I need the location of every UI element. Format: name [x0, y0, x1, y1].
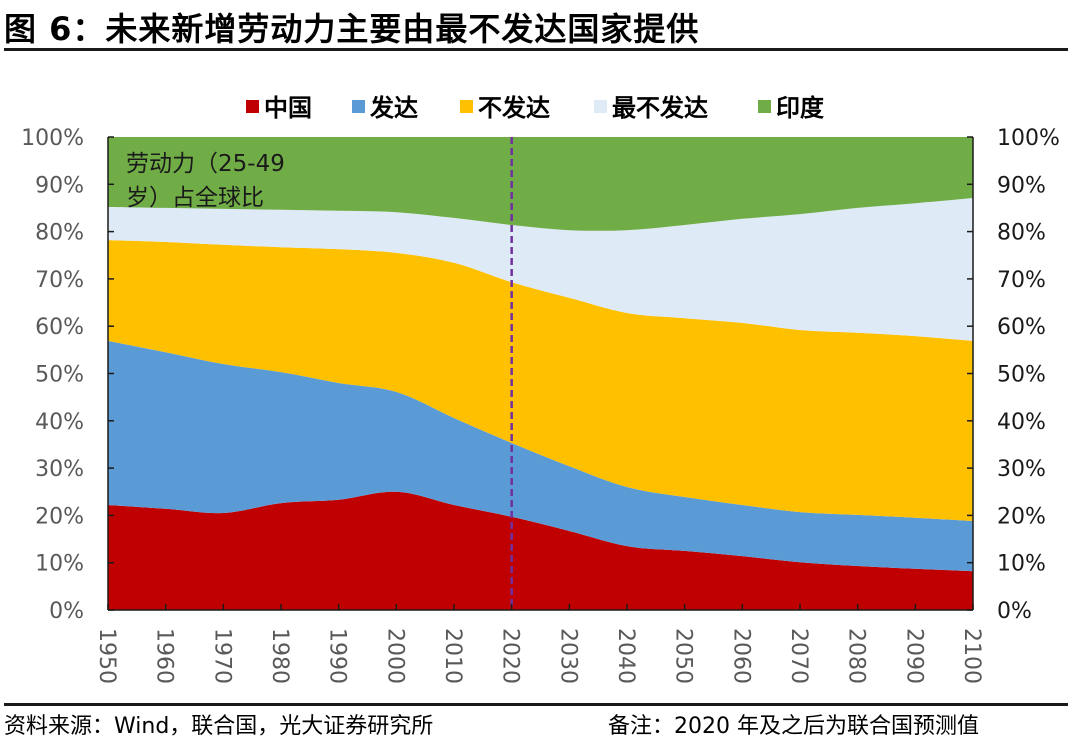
axes-group: 0% 0% 10% 10% 20% 20% 30% 30% 40% 40% 50% 50% 60% 60%…: [21, 126, 1060, 684]
title-divider: [4, 48, 1068, 51]
x-tick-label: 2030: [555, 628, 580, 684]
x-tick-label: 2100: [959, 628, 984, 684]
footer-divider: [4, 703, 1068, 706]
x-tick-label: 1980: [267, 628, 292, 684]
chart-title: 图 6：未来新增劳动力主要由最不发达国家提供: [4, 10, 700, 48]
y-tick-label-left: 10%: [35, 552, 84, 577]
x-tick-label: 1970: [209, 628, 234, 684]
legend-item-series-2: 不发达: [460, 94, 550, 122]
x-tick-label: 2010: [440, 628, 465, 684]
chart-annotation: 劳动力（25-49 岁）占全球比: [126, 151, 285, 211]
y-tick-label-left: 30%: [35, 457, 84, 482]
y-tick-label-left: 0%: [49, 599, 84, 624]
legend-label: 不发达: [478, 94, 550, 122]
legend-item-series-4: 印度: [758, 94, 825, 122]
y-tick-label-right: 10%: [997, 552, 1046, 577]
y-tick-label-right: 40%: [997, 410, 1046, 435]
annotation-line-1: 劳动力（25-49: [126, 151, 285, 177]
x-tick-label: 2060: [728, 628, 753, 684]
area-series-group: [108, 137, 973, 610]
legend: 中国 发达 不发达 最不发达 印度: [246, 94, 825, 122]
y-tick-label-right: 30%: [997, 457, 1046, 482]
area-series-0: [108, 491, 973, 610]
y-tick-label-right: 60%: [997, 315, 1046, 340]
legend-item-series-0: 中国: [246, 94, 312, 122]
legend-label: 发达: [369, 94, 418, 122]
x-tick-label: 1950: [94, 628, 119, 684]
y-tick-label-left: 80%: [35, 221, 84, 246]
source-note: 资料来源：Wind，联合国，光大证券研究所: [4, 714, 434, 739]
legend-item-series-1: 发达: [352, 94, 418, 122]
legend-swatch: [352, 100, 365, 113]
x-tick-label: 2000: [382, 628, 407, 684]
legend-item-series-3: 最不发达: [594, 94, 708, 122]
legend-label: 中国: [264, 94, 312, 122]
x-tick-label: 2070: [786, 628, 811, 684]
area-series-4: [108, 137, 973, 231]
area-series-2: [108, 240, 973, 522]
y-tick-label-left: 40%: [35, 410, 84, 435]
area-series-1: [108, 340, 973, 572]
annotation-line-2: 岁）占全球比: [126, 185, 264, 211]
legend-swatch: [594, 100, 607, 113]
y-tick-label-left: 50%: [35, 363, 84, 388]
x-tick-label: 1960: [152, 628, 177, 684]
legend-label: 印度: [776, 94, 825, 122]
y-tick-label-right: 0%: [997, 599, 1032, 624]
area-series-3: [108, 198, 973, 341]
legend-swatch: [758, 100, 771, 113]
x-tick-label: 2020: [498, 628, 523, 684]
x-tick-label: 1990: [325, 628, 350, 684]
y-tick-label-left: 60%: [35, 315, 84, 340]
stacked-area-chart: 中国 发达 不发达 最不发达 印度 0% 0% 10% 10% 20% 20% 30% 30% 40% 4…: [21, 94, 1060, 684]
x-tick-label: 2040: [613, 628, 638, 684]
y-tick-label-right: 90%: [997, 173, 1046, 198]
x-tick-label: 2090: [901, 628, 926, 684]
legend-label: 最不发达: [612, 94, 708, 122]
legend-swatch: [460, 100, 473, 113]
y-tick-label-right: 70%: [997, 268, 1046, 293]
y-tick-label-right: 100%: [997, 126, 1060, 151]
x-tick-label: 2050: [671, 628, 696, 684]
x-tick-label: 2080: [844, 628, 869, 684]
y-tick-label-left: 70%: [35, 268, 84, 293]
y-tick-label-left: 100%: [21, 126, 84, 151]
y-tick-label-right: 80%: [997, 221, 1046, 246]
y-tick-label-right: 20%: [997, 504, 1046, 529]
y-tick-label-left: 90%: [35, 173, 84, 198]
legend-swatch: [246, 100, 259, 113]
remark-note: 备注：2020 年及之后为联合国预测值: [608, 714, 979, 739]
y-tick-label-left: 20%: [35, 504, 84, 529]
y-tick-label-right: 50%: [997, 363, 1046, 388]
